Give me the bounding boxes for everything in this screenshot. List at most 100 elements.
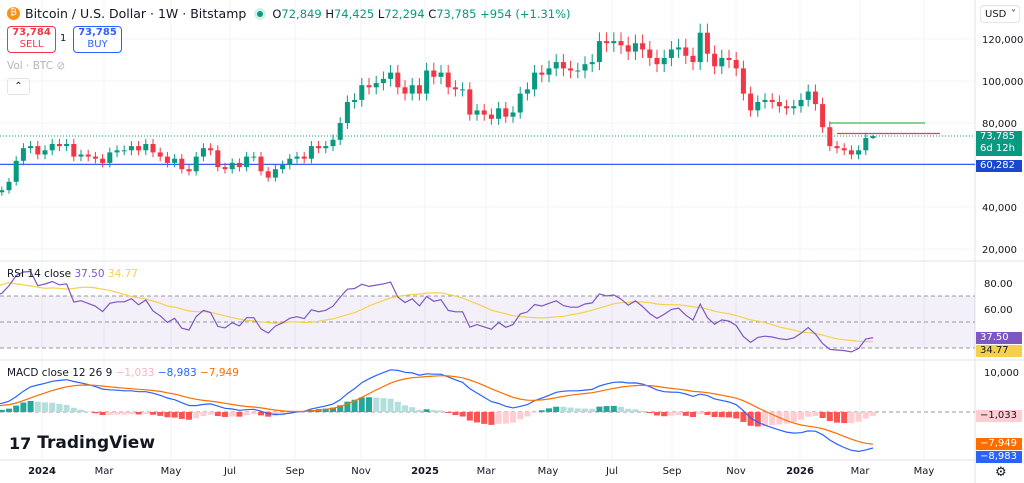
macd-histogram-bar — [344, 401, 351, 412]
candle-body — [64, 144, 70, 147]
x-tick-label: Sep — [663, 466, 682, 477]
candle-body — [330, 139, 336, 147]
macd-histogram-bar — [13, 405, 20, 412]
market-status-icon — [254, 7, 267, 20]
candle-body — [92, 156, 98, 159]
macd-histogram-bar — [495, 412, 502, 424]
macd-histogram-bar — [668, 412, 675, 416]
macd-hist-tag: −1,033 — [976, 410, 1022, 422]
collapse-legend-button[interactable]: ⌃ — [7, 78, 30, 95]
candle-body — [856, 150, 862, 155]
candle-body — [510, 112, 516, 117]
macd-histogram-bar — [63, 404, 70, 412]
candle-body — [294, 156, 300, 159]
macd-histogram-bar — [34, 401, 41, 412]
macd-histogram-bar — [697, 412, 704, 415]
macd-histogram-bar — [546, 408, 552, 412]
settings-gear-icon[interactable]: ⚙ — [995, 465, 1007, 480]
candle-body — [539, 72, 545, 75]
candle-body — [805, 91, 811, 100]
candle-body — [229, 162, 235, 170]
rsi-tick-label: 80.00 — [984, 279, 1013, 290]
macd-histogram-bar — [178, 412, 185, 419]
macd-histogram-bar — [481, 412, 488, 424]
macd-signal-tag: −7,949 — [976, 438, 1022, 450]
eye-hidden-icon[interactable]: ⊘ — [56, 60, 66, 72]
x-tick-label: Sep — [286, 466, 305, 477]
candle-body — [150, 144, 156, 153]
symbol-title[interactable]: Bitcoin / U.S. Dollar · 1W · Bitstamp — [25, 6, 247, 21]
rsi-ma-line — [0, 281, 874, 343]
candle-body — [107, 152, 113, 163]
macd-histogram-bar — [416, 409, 423, 412]
buy-button[interactable]: 73,785 BUY — [73, 26, 122, 53]
rsi-tick-label: 60.00 — [984, 305, 1013, 316]
candle-body — [179, 158, 185, 170]
volume-legend: Vol · BTC ⊘ — [7, 60, 66, 72]
candle-body — [863, 138, 869, 151]
candle-body — [654, 57, 660, 65]
candle-body — [20, 148, 26, 161]
macd-histogram-bar — [567, 407, 574, 412]
macd-histogram-bar — [711, 412, 718, 418]
macd-histogram-bar — [135, 412, 142, 415]
candle-body — [762, 99, 768, 102]
macd-histogram-bar — [423, 409, 430, 412]
macd-histogram-bar — [474, 412, 480, 423]
candle-body — [157, 152, 163, 157]
macd-histogram-bar — [157, 412, 164, 416]
macd-line — [0, 369, 874, 453]
macd-histogram-bar — [582, 408, 588, 412]
candle-body — [618, 41, 624, 46]
y-tick-label: 120,000 — [982, 35, 1023, 46]
macd-histogram-bar — [402, 405, 408, 412]
candle-body — [438, 72, 444, 77]
macd-histogram-bar — [243, 412, 250, 416]
last-price-tag: 73,785 6d 12h — [976, 131, 1022, 156]
candle-body — [496, 108, 502, 119]
macd-histogram-bar — [740, 412, 747, 422]
candle-body — [712, 53, 718, 67]
macd-histogram-bar — [841, 412, 848, 424]
macd-histogram-bar — [798, 412, 804, 420]
macd-histogram-bar — [747, 412, 754, 426]
y-tick-label: 100,000 — [982, 77, 1023, 88]
candle-body — [200, 148, 206, 157]
tradingview-icon: 17 — [9, 433, 32, 453]
candle-body — [683, 47, 689, 56]
macd-histogram-bar — [49, 402, 56, 412]
macd-histogram-bar — [142, 412, 149, 414]
macd-histogram-bar — [639, 410, 646, 412]
candle-body — [611, 41, 617, 44]
macd-histogram-bar — [186, 412, 192, 420]
candle-body — [784, 106, 790, 109]
candle-body — [791, 106, 797, 109]
x-tick-label: Mar — [95, 466, 115, 477]
macd-histogram-bar — [258, 412, 264, 416]
candle-body — [28, 146, 34, 149]
macd-histogram-bar — [27, 400, 34, 412]
candle-body — [186, 169, 192, 172]
macd-histogram-bar — [150, 412, 156, 415]
candle-body — [388, 72, 394, 79]
candle-body — [265, 171, 271, 178]
macd-histogram-bar — [783, 412, 790, 424]
currency-selector[interactable]: USD ˅ — [980, 5, 1020, 23]
candle-body — [395, 72, 401, 88]
macd-legend: MACD close 12 26 9 −1,033 −8,983 −7,949 — [7, 367, 239, 379]
candle-body — [308, 146, 314, 159]
candle-body — [272, 169, 278, 178]
x-tick-label: Mar — [477, 466, 497, 477]
macd-value-tag: −8,983 — [976, 451, 1022, 463]
quantity[interactable]: 1 — [60, 33, 67, 44]
candle-body — [42, 150, 48, 155]
tradingview-logo[interactable]: 17 TradingView — [9, 433, 156, 453]
macd-signal-line — [0, 375, 874, 445]
candle-body — [474, 110, 480, 115]
macd-histogram-bar — [589, 408, 596, 412]
sell-button[interactable]: 73,784 SELL — [7, 26, 56, 53]
candle-body — [524, 89, 530, 94]
macd-histogram-bar — [812, 412, 819, 417]
macd-histogram-bar — [0, 409, 5, 412]
